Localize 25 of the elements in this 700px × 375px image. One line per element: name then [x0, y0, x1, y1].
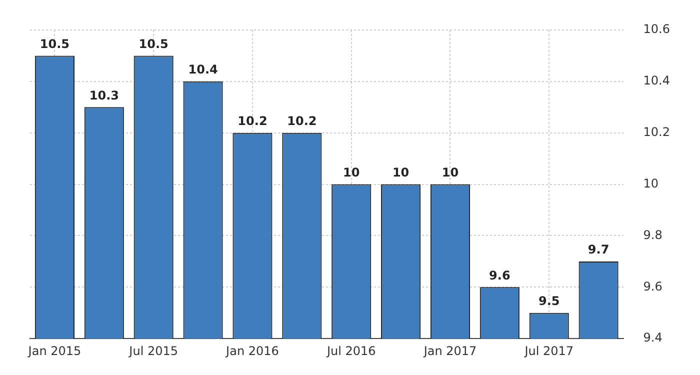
y-tick-label: 9.6 — [643, 279, 662, 294]
data-label: 10.5 — [138, 36, 168, 51]
data-label: 10.5 — [40, 36, 70, 51]
data-label: 10 — [343, 165, 360, 180]
data-label: 9.5 — [538, 294, 560, 308]
x-tick-label: Jan 2015 — [27, 344, 82, 358]
data-label: 10.4 — [188, 62, 218, 77]
x-tick-label: Jan 2016 — [225, 344, 279, 358]
x-tick-label: Jul 2015 — [128, 344, 178, 358]
y-tick-label: 9.4 — [643, 330, 662, 345]
data-label: 10.2 — [238, 114, 268, 128]
x-tick-label: Jan 2017 — [422, 344, 477, 358]
y-tick-label: 10 — [643, 176, 659, 190]
y-tick-label: 10.2 — [643, 124, 670, 139]
x-tick-label: Jul 2016 — [326, 344, 376, 358]
data-label: 10 — [442, 165, 459, 180]
y-tick-label: 10.6 — [643, 22, 670, 36]
y-tick-label: 9.8 — [643, 228, 662, 242]
data-label: 10.2 — [287, 114, 317, 128]
data-label: 9.7 — [588, 242, 610, 257]
data-label: 10.3 — [89, 88, 119, 102]
data-label: 10 — [392, 165, 410, 180]
x-tick-label: Jul 2017 — [524, 344, 574, 358]
data-label: 9.6 — [489, 268, 510, 282]
y-tick-label: 10.4 — [643, 74, 670, 88]
